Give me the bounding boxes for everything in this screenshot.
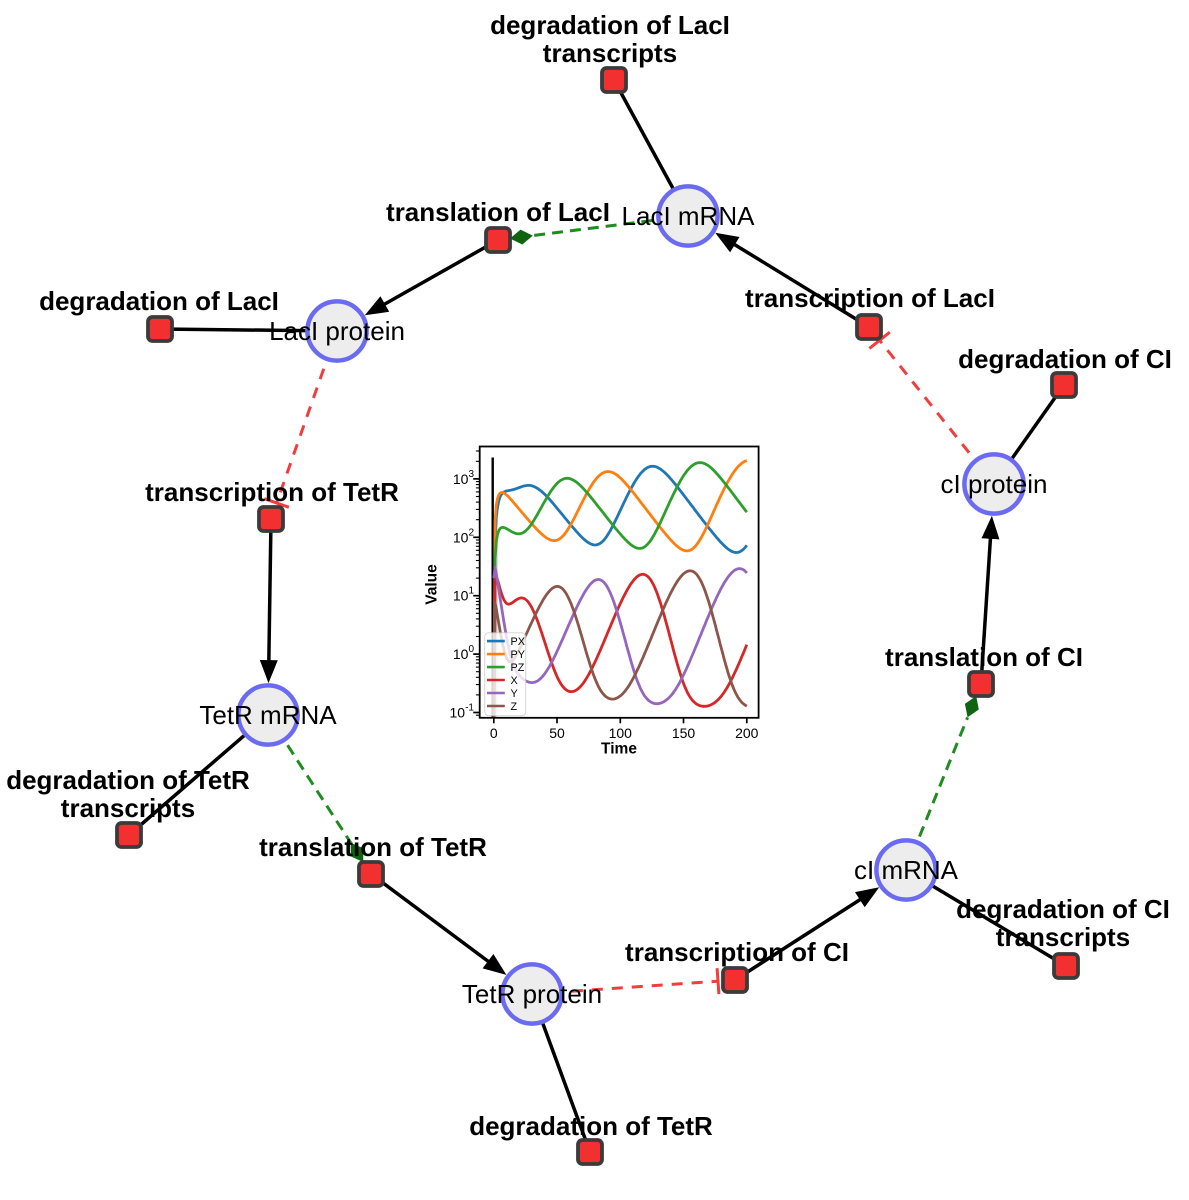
svg-text:0: 0 [490, 725, 498, 741]
svg-text:LacI protein: LacI protein [269, 316, 405, 346]
svg-text:degradation of CI: degradation of CI [958, 344, 1172, 374]
svg-text:TetR mRNA: TetR mRNA [199, 700, 337, 730]
svg-text:200: 200 [735, 725, 759, 741]
svg-text:LacI mRNA: LacI mRNA [622, 201, 756, 231]
svg-text:transcripts: transcripts [996, 922, 1130, 952]
svg-text:translation of LacI: translation of LacI [386, 197, 610, 227]
svg-text:150: 150 [672, 725, 696, 741]
svg-text:cI mRNA: cI mRNA [854, 855, 959, 885]
svg-text:transcripts: transcripts [61, 793, 195, 823]
svg-text:PZ: PZ [511, 662, 525, 674]
svg-text:degradation of CI: degradation of CI [956, 894, 1170, 924]
svg-text:PY: PY [511, 649, 525, 661]
svg-text:PX: PX [511, 636, 525, 648]
svg-text:Time: Time [601, 741, 637, 758]
svg-text:degradation of LacI: degradation of LacI [39, 286, 279, 316]
svg-text:X: X [511, 675, 518, 687]
svg-text:transcription of CI: transcription of CI [625, 937, 849, 967]
svg-text:Y: Y [511, 688, 518, 700]
svg-text:100: 100 [609, 725, 633, 741]
svg-text:transcription of TetR: transcription of TetR [145, 477, 399, 507]
svg-text:translation of TetR: translation of TetR [259, 832, 487, 862]
svg-text:Value: Value [424, 564, 441, 605]
svg-text:degradation of LacI: degradation of LacI [490, 10, 730, 40]
svg-text:TetR protein: TetR protein [462, 979, 602, 1009]
svg-text:50: 50 [549, 725, 565, 741]
svg-text:translation of CI: translation of CI [885, 642, 1083, 672]
svg-text:transcripts: transcripts [543, 38, 677, 68]
svg-text:cI protein: cI protein [941, 469, 1048, 499]
svg-text:transcription of LacI: transcription of LacI [745, 283, 995, 313]
svg-text:degradation of TetR: degradation of TetR [6, 765, 250, 795]
svg-text:Z: Z [511, 701, 518, 713]
svg-text:degradation of TetR: degradation of TetR [469, 1111, 713, 1141]
